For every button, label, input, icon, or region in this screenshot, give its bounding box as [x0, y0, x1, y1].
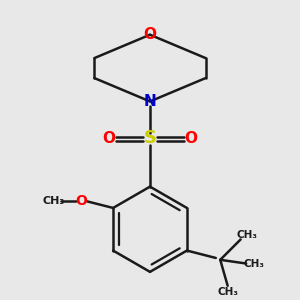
Text: O: O	[76, 194, 88, 208]
Text: CH₃: CH₃	[236, 230, 257, 240]
Text: CH₃: CH₃	[244, 259, 265, 269]
Text: N: N	[144, 94, 156, 109]
Text: CH₃: CH₃	[43, 196, 65, 206]
Text: O: O	[103, 131, 116, 146]
Text: CH₃: CH₃	[218, 287, 239, 297]
Text: S: S	[143, 130, 157, 148]
Text: O: O	[143, 27, 157, 42]
Text: O: O	[184, 131, 197, 146]
